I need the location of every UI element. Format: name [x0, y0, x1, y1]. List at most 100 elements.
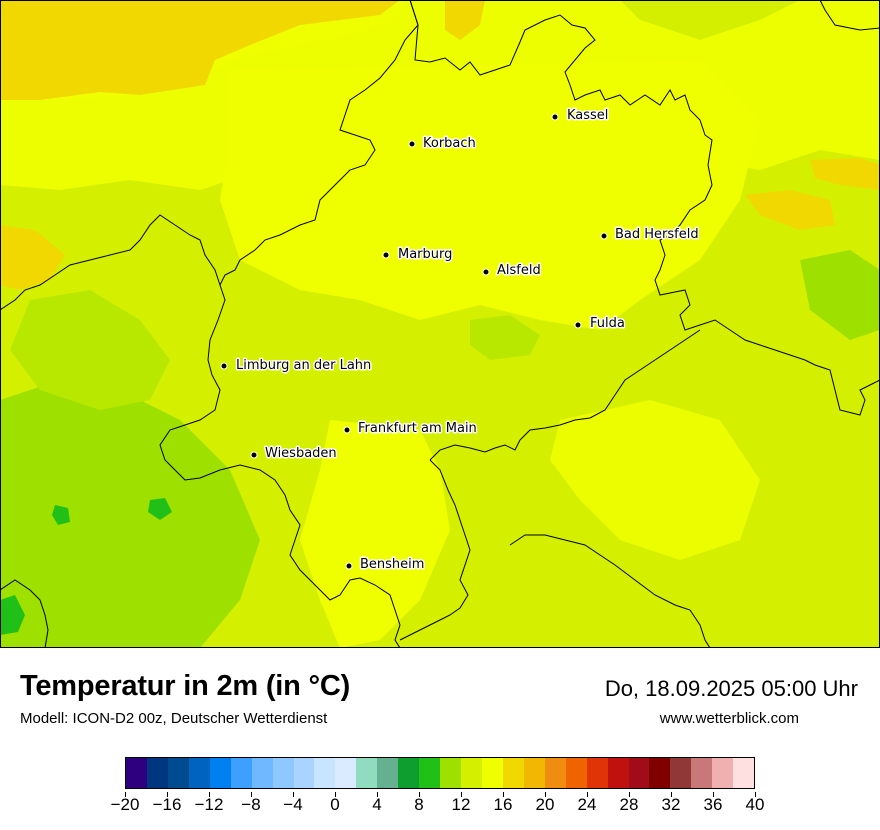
legend-swatch [440, 758, 461, 788]
cool-region-center [470, 315, 540, 360]
legend-tick-mark [712, 792, 714, 797]
legend-tick-mark [250, 792, 252, 797]
legend-swatch [293, 758, 315, 788]
legend-tick-label: 36 [703, 795, 723, 814]
cool-region-east [800, 250, 880, 340]
legend-tick-mark [586, 792, 588, 797]
legend-swatch [712, 758, 734, 788]
temperature-map: Kassel Korbach Bad Hersfeld Marburg Alsf… [0, 0, 880, 648]
legend-swatch [544, 758, 566, 788]
city-label-bad-hersfeld: Bad Hersfeld [615, 227, 699, 242]
legend-swatch [146, 758, 168, 788]
city-dot-limburg [220, 362, 228, 370]
city-label-wiesbaden: Wiesbaden [265, 446, 337, 461]
legend-swatch [356, 758, 378, 788]
legend-tick-mark [418, 792, 420, 797]
legend-swatch [188, 758, 210, 788]
legend-swatch [628, 758, 650, 788]
legend-swatch [335, 758, 357, 788]
warm-region-northwest-orange [0, 0, 400, 100]
warm-region-east-1 [745, 190, 835, 230]
legend-swatch [586, 758, 608, 788]
color-legend [125, 757, 755, 789]
green-patch-1 [52, 505, 70, 525]
legend-tick-mark [208, 792, 210, 797]
legend-tick-label: 28 [619, 795, 639, 814]
warm-region-north-top [445, 0, 485, 40]
city-label-bensheim: Bensheim [360, 557, 424, 572]
cool-region-west [10, 290, 170, 410]
legend-tick-label: 24 [577, 795, 597, 814]
legend-tick-mark [628, 792, 630, 797]
legend-tick-label: 20 [535, 795, 555, 814]
city-dot-marburg [382, 251, 390, 259]
legend-tick-mark [460, 792, 462, 797]
legend-tick-mark [670, 792, 672, 797]
legend-swatch [126, 758, 147, 788]
legend-swatch [649, 758, 671, 788]
legend-tick-label: −16 [152, 795, 182, 814]
legend-swatch [691, 758, 713, 788]
website-link[interactable]: www.wetterblick.com [659, 710, 799, 727]
legend-tick-mark [292, 792, 294, 797]
city-label-fulda: Fulda [590, 316, 625, 331]
legend-swatch [398, 758, 420, 788]
legend-swatch [565, 758, 587, 788]
legend-tick-label: 40 [745, 795, 765, 814]
legend-tick-label: −12 [194, 795, 224, 814]
city-dot-korbach [408, 140, 416, 148]
warm-region-south-central [550, 400, 760, 560]
city-markers: Kassel Korbach Bad Hersfeld Marburg Alsf… [220, 107, 700, 574]
city-label-marburg: Marburg [398, 247, 452, 262]
city-label-frankfurt: Frankfurt am Main [358, 421, 477, 436]
legend-swatch [670, 758, 692, 788]
warm-region-center-south [300, 420, 450, 648]
chart-title: Temperatur in 2m (in °C) [20, 670, 351, 702]
border-line-southeast [509, 534, 711, 648]
legend-swatch [377, 758, 399, 788]
border-line-east-top [819, 0, 880, 31]
warm-region-west [0, 225, 65, 290]
legend-swatch [481, 758, 503, 788]
legend-tick-mark [334, 792, 336, 797]
city-label-limburg: Limburg an der Lahn [236, 358, 371, 373]
border-line-west [0, 0, 419, 311]
legend-swatch [251, 758, 273, 788]
legend-tick-label: 32 [661, 795, 681, 814]
border-line-south-inner [429, 329, 701, 461]
legend-swatch [607, 758, 629, 788]
legend-tick-mark [502, 792, 504, 797]
city-dot-frankfurt [343, 426, 351, 434]
city-label-korbach: Korbach [423, 136, 476, 151]
legend-tick-mark [544, 792, 546, 797]
cool-region-southwest [0, 380, 260, 648]
legend-swatch [523, 758, 545, 788]
legend-tick-label: −8 [241, 795, 261, 814]
warm-region-east-2 [810, 158, 880, 190]
legend-swatch [209, 758, 231, 788]
legend-tick-mark [754, 792, 756, 797]
city-dot-wiesbaden [250, 451, 258, 459]
warm-region-center-north [220, 60, 760, 330]
legend-tick-label: 16 [493, 795, 513, 814]
legend-ticks: −20 −16 −12 −8 −4 0 4 8 12 16 20 24 28 32 36 40 [0, 792, 880, 822]
legend-swatch [502, 758, 524, 788]
legend-swatch [419, 758, 441, 788]
state-border [0, 0, 880, 648]
city-dot-kassel [551, 113, 559, 121]
temperature-field [0, 0, 880, 648]
border-line-southwest [159, 284, 401, 648]
legend-tick-label: −4 [283, 795, 303, 814]
forecast-datetime: Do, 18.09.2025 05:00 Uhr [604, 676, 858, 701]
city-dot-alsfeld [482, 268, 490, 276]
legend-tick-label: 8 [414, 795, 424, 814]
legend-swatch [272, 758, 294, 788]
border-line-southwest-corner [0, 579, 49, 648]
legend-swatch [733, 758, 755, 788]
green-patch-3 [0, 595, 25, 635]
legend-tick-mark [376, 792, 378, 797]
city-label-kassel: Kassel [567, 108, 608, 123]
city-dot-fulda [574, 321, 582, 329]
legend-swatch [230, 758, 252, 788]
city-label-alsfeld: Alsfeld [497, 263, 541, 278]
